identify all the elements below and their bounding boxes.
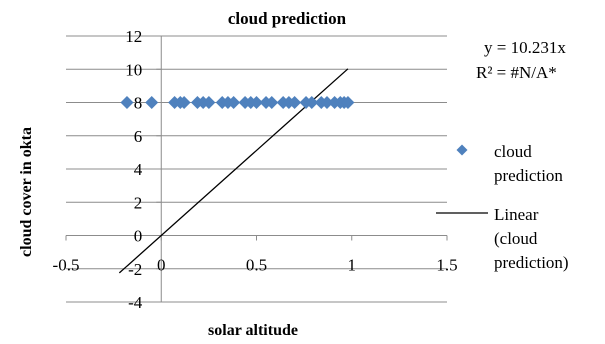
data-point xyxy=(265,96,279,109)
data-point xyxy=(320,96,334,109)
y-tick-label: 6 xyxy=(134,127,143,146)
x-tick-label: 0.5 xyxy=(246,256,267,275)
legend-marker-cloud-prediction xyxy=(456,144,468,156)
data-point xyxy=(341,96,355,109)
r-squared-label: R² = #N/A* xyxy=(476,63,557,82)
legend: cloud prediction Linear (cloud prediction) xyxy=(436,142,569,272)
tick-labels: -4 -2 0 2 4 6 8 10 12 -0.5 0 0.5 1 1.5 xyxy=(53,27,458,312)
legend-label-cloud-prediction: prediction xyxy=(494,166,563,185)
trendline-equation: y = 10.231x xyxy=(484,38,566,57)
y-tick-label: -4 xyxy=(128,293,143,312)
data-point xyxy=(120,96,134,109)
y-tick-label: 10 xyxy=(125,60,142,79)
y-tick-label: 4 xyxy=(134,160,143,179)
data-point xyxy=(177,96,191,109)
y-tick-label: 12 xyxy=(125,27,142,46)
y-tick-label: 2 xyxy=(134,193,143,212)
legend-label-linear: prediction) xyxy=(494,253,569,272)
data-point xyxy=(227,96,241,109)
data-point xyxy=(250,96,263,109)
y-axis-title: cloud cover in okta xyxy=(18,127,35,257)
legend-label-cloud-prediction: cloud xyxy=(494,142,532,161)
y-tick-label: 0 xyxy=(134,227,143,246)
data-point xyxy=(288,96,302,109)
legend-label-linear: (cloud xyxy=(494,229,538,248)
data-point xyxy=(305,96,319,109)
data-point xyxy=(202,96,216,109)
x-axis-title: solar altitude xyxy=(208,322,298,339)
legend-label-linear: Linear xyxy=(494,205,539,224)
data-point xyxy=(145,96,159,109)
scatter-points xyxy=(120,96,355,109)
x-tick-label: 0 xyxy=(157,256,166,275)
chart-title: cloud prediction xyxy=(228,9,347,28)
x-tick-label: 1.5 xyxy=(436,256,457,275)
y-tick-label: -2 xyxy=(128,260,142,279)
y-tick-label: 8 xyxy=(134,94,143,113)
x-tick-label: 1 xyxy=(348,256,357,275)
x-tick-label: -0.5 xyxy=(53,256,80,275)
